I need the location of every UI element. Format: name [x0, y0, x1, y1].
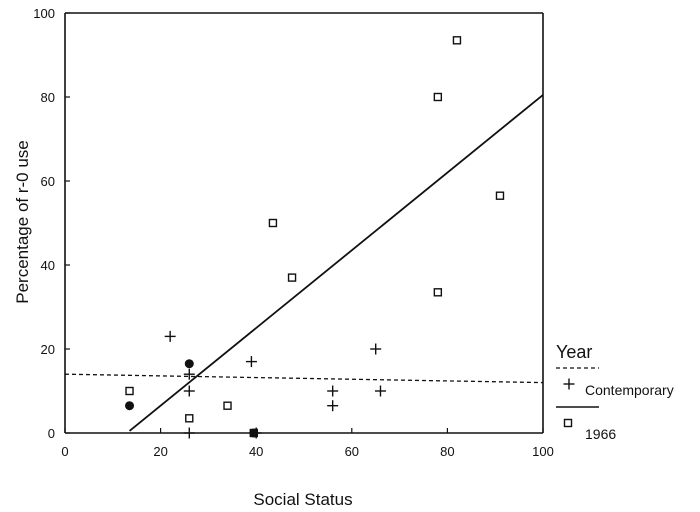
x-tick-label: 0	[61, 444, 68, 459]
point-plus	[183, 427, 195, 439]
legend-plus-mark	[563, 378, 575, 390]
point-filled-dot	[184, 359, 194, 369]
point-square	[433, 92, 443, 102]
legend: Year Contemporary 1966	[556, 342, 674, 442]
point-plus	[164, 330, 176, 342]
point-plus	[327, 400, 339, 412]
legend-square-marker-icon	[563, 418, 573, 428]
y-tick-label: 0	[48, 426, 55, 441]
points	[125, 36, 505, 439]
point-plus	[245, 356, 257, 368]
point-square	[452, 36, 462, 45]
point-square	[223, 401, 232, 410]
point-square	[268, 218, 278, 228]
legend-plus-marker-icon	[563, 378, 575, 390]
y-ticks: 0 20 40 60 80 100	[33, 6, 70, 441]
legend-label-1966: 1966	[585, 426, 616, 442]
x-ticks: 0 20 40 60 80 100	[61, 428, 554, 459]
point-plus	[183, 385, 195, 397]
point-square	[433, 288, 443, 297]
point-filled-dot	[125, 401, 135, 411]
point-plus	[370, 343, 382, 355]
legend-title: Year	[556, 342, 592, 362]
x-tick-label: 100	[532, 444, 554, 459]
legend-label-contemporary: Contemporary	[585, 382, 674, 398]
point-plus	[183, 368, 195, 380]
legend-square-mark	[563, 418, 573, 428]
x-axis-title: Social Status	[253, 490, 352, 509]
x-tick-label: 40	[249, 444, 263, 459]
y-tick-label: 20	[41, 342, 55, 357]
point-plus	[327, 385, 339, 397]
fit-line-solid	[128, 94, 544, 432]
y-tick-label: 60	[41, 174, 55, 189]
point-filled-dot	[249, 428, 259, 438]
x-tick-label: 80	[440, 444, 454, 459]
y-tick-label: 80	[41, 90, 55, 105]
y-axis-title: Percentage of r-0 use	[13, 140, 32, 303]
point-square	[287, 273, 297, 282]
point-square	[495, 191, 505, 200]
point-square	[185, 414, 194, 423]
point-plus	[374, 385, 386, 397]
y-tick-label: 100	[33, 6, 55, 21]
point-square	[125, 386, 134, 396]
axes	[64, 12, 544, 434]
x-tick-label: 60	[345, 444, 359, 459]
x-tick-label: 20	[153, 444, 167, 459]
fit-line-dashed	[64, 373, 544, 384]
fit-lines	[64, 94, 544, 432]
y-tick-label: 40	[41, 258, 55, 273]
